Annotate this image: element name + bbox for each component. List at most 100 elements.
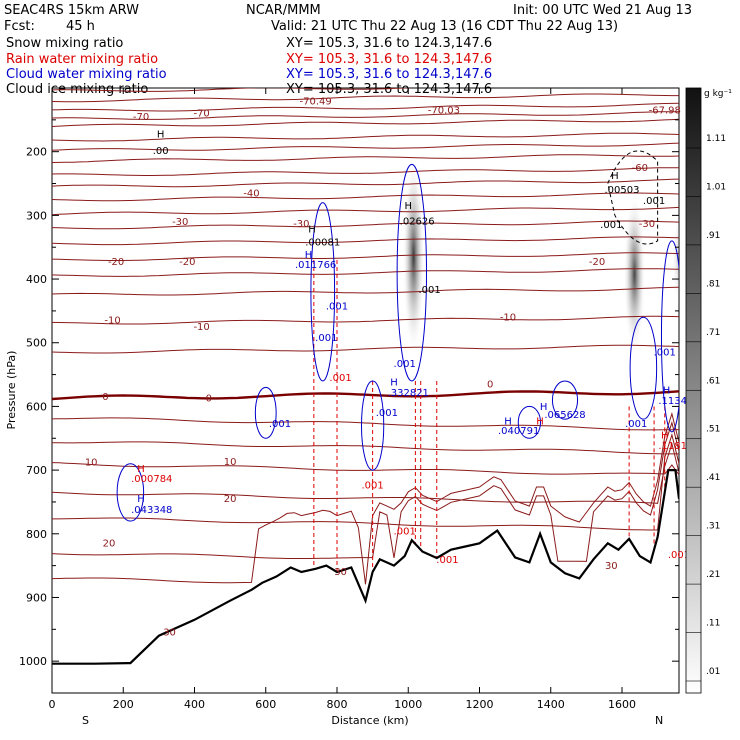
max-annotation: .001 <box>394 526 416 537</box>
x-tick-label: 600 <box>255 698 276 711</box>
isotherm-layer <box>52 88 679 585</box>
isotherm-line <box>52 462 679 475</box>
contour-label: 30 <box>334 567 347 578</box>
max-annotation: H <box>305 250 313 261</box>
max-annotation: .332821 <box>388 388 429 399</box>
colorbar-label: .41 <box>706 473 720 483</box>
contour-label: 0 <box>487 379 493 390</box>
max-annotation: .118196 <box>658 441 699 452</box>
cloud-water-contour <box>396 163 427 382</box>
isotherm-line <box>52 420 679 562</box>
colorbar-unit: g kg⁻¹ <box>704 89 732 99</box>
max-annotation: .00503 <box>605 185 640 196</box>
contour-label: -10 <box>193 322 209 333</box>
contour-label: -30 <box>172 217 188 228</box>
isotherm-line <box>52 441 679 455</box>
isotherm-line <box>52 118 679 127</box>
snow-shading-layer <box>402 158 679 356</box>
y-tick-label: 700 <box>26 464 47 477</box>
model-title: SEAC4RS 15km ARW <box>4 3 139 18</box>
x-tick-label: 800 <box>327 698 348 711</box>
x-tick-label: 0 <box>49 698 56 711</box>
cloud-water-contour <box>310 202 336 382</box>
contour-label: -40 <box>243 188 259 199</box>
contour-label: -20 <box>589 257 605 268</box>
field-xy-rain: XY= 105.3, 31.6 to 124.3,147.6 <box>286 52 492 67</box>
isotherm-line <box>52 433 679 531</box>
cloud-water-layer <box>116 150 679 522</box>
field-xy-cloud-water: XY= 105.3, 31.6 to 124.3,147.6 <box>286 67 492 82</box>
y-tick-label: 300 <box>26 209 47 222</box>
field-name-cloud-water: Cloud water mixing ratio <box>6 67 167 82</box>
max-annotation: .113408 <box>658 396 699 407</box>
isotherm-line <box>52 167 679 176</box>
y-axis-label: Pressure (hPa) <box>5 351 18 430</box>
max-annotation: .001 <box>269 419 291 430</box>
max-annotation: H <box>137 494 145 505</box>
isotherm-line <box>52 111 679 120</box>
colorbar-label: .81 <box>706 279 720 289</box>
y-tick-label: 1000 <box>19 655 47 668</box>
x-end-label-south: S <box>82 714 89 727</box>
isotherm-line <box>52 102 679 112</box>
max-annotation: .02626 <box>400 216 435 227</box>
x-tick-label: 200 <box>113 698 134 711</box>
field-xy-snow: XY= 105.3, 31.6 to 124.3,147.6 <box>286 36 492 51</box>
max-annotation: .040791 <box>498 426 539 437</box>
org-label: NCAR/MMM <box>246 3 321 18</box>
max-annotation: .001 <box>600 220 622 231</box>
cloud-water-contour <box>361 380 385 471</box>
max-annotation: .001 <box>326 302 348 313</box>
max-annotation: .001 <box>394 359 416 370</box>
max-annotation: H <box>663 386 671 397</box>
field-name-rain: Rain water mixing ratio <box>6 52 158 67</box>
field-name-snow: Snow mixing ratio <box>6 36 123 51</box>
contour-label: 30 <box>605 561 618 572</box>
y-tick-label: 400 <box>26 273 47 286</box>
max-annotation: .001 <box>643 196 665 207</box>
contour-label: -60 <box>632 163 648 174</box>
cloud-water-contour <box>660 240 679 433</box>
max-annotation: H <box>536 416 544 427</box>
contour-label: -20 <box>108 257 124 268</box>
y-tick-label: 500 <box>26 337 47 350</box>
contour-label: -67.98 <box>649 105 681 116</box>
isotherm-line <box>52 192 679 202</box>
y-tick-label: 900 <box>26 591 47 604</box>
contour-label: 10 <box>224 457 237 468</box>
max-annotation: H <box>611 171 619 182</box>
max-annotation: H <box>137 464 145 475</box>
x-tick-label: 1400 <box>537 698 565 711</box>
contour-label: 0 <box>102 392 108 403</box>
x-tick-label: 400 <box>184 698 205 711</box>
colorbar-label: .11 <box>706 619 720 629</box>
cloud-water-contour <box>254 386 277 439</box>
y-tick-label: 200 <box>26 146 47 159</box>
colorbar-label: .51 <box>706 425 720 435</box>
max-annotation: H <box>661 430 669 441</box>
contour-label: 10 <box>85 458 98 469</box>
cloud-water-contour <box>517 405 541 439</box>
snow-shading-column <box>402 158 425 356</box>
contour-label: -70.03 <box>428 105 460 116</box>
max-annotation: .00081 <box>305 237 340 248</box>
isotherm-line <box>52 93 679 103</box>
isotherm-line <box>52 88 414 92</box>
zero-isotherm <box>52 390 679 401</box>
x-tick-label: 1600 <box>608 698 636 711</box>
isotherm-line <box>52 286 679 296</box>
isotherm-line <box>52 252 679 261</box>
max-annotation: .001 <box>315 333 337 344</box>
contour-label: -10 <box>500 312 516 323</box>
isotherm-line <box>52 178 679 188</box>
max-annotation: .001 <box>418 285 440 296</box>
max-annotation: .000784 <box>131 474 172 485</box>
annotation-layer: -70 -70 -60 -40 -30 -30 -30 -20 -20 -20 -10 -10 -10 0… <box>85 97 700 639</box>
colorbar-label: .61 <box>706 376 720 386</box>
isotherm-line <box>52 132 679 142</box>
isotherm-line <box>52 220 679 230</box>
axes-layer: 0 200 400 600 800 1000 1200 1400 160020030040050… <box>19 87 679 711</box>
snow-shading-column <box>623 193 646 356</box>
colorbar-label: 1.01 <box>706 182 726 192</box>
max-annotation: .011766 <box>295 260 336 271</box>
